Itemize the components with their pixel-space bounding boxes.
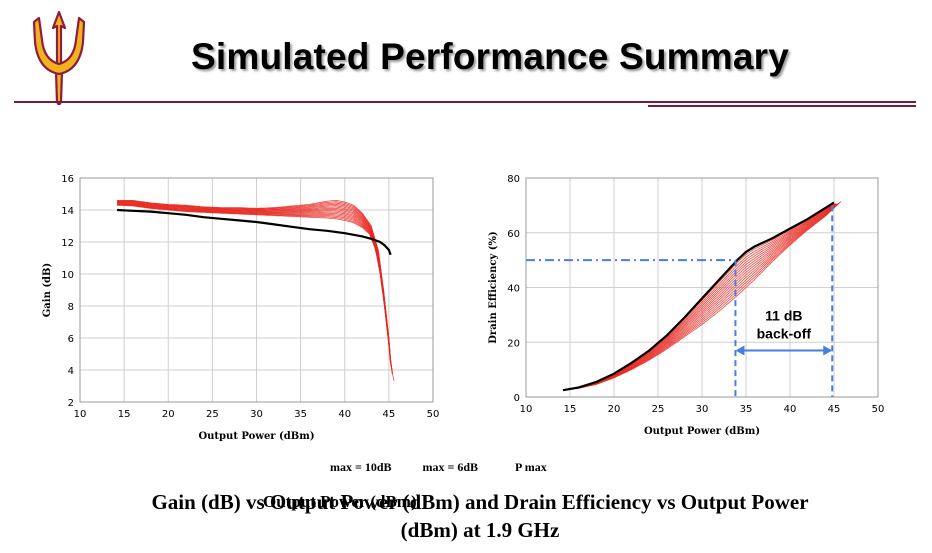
x-tick-label: 45: [828, 404, 841, 415]
x-tick-label: 15: [564, 404, 577, 415]
sweep-curve: [117, 204, 391, 364]
y-tick-label: 8: [68, 302, 74, 313]
backoff-annotation: 11 dB back-off: [526, 205, 834, 397]
pitchfork-logo: [32, 10, 86, 105]
y-tick-label: 4: [68, 366, 74, 377]
x-tick-label: 40: [338, 409, 351, 420]
y-tick-label: 20: [507, 338, 520, 349]
arrowhead-left-icon: [735, 345, 745, 356]
y-tick-label: 10: [61, 270, 74, 281]
gain-chart: 10 15 20 25 30 35 40 45 50 2 4 6 8 10 12 14 16 Output Pow…: [42, 174, 440, 442]
x-tick-label: 20: [162, 409, 175, 420]
sweep-curve: [117, 203, 391, 364]
backoff-label-line-1: 11 dB: [765, 307, 802, 323]
sweep-curve: [117, 203, 391, 363]
y-tick-label: 40: [507, 284, 520, 295]
efficiency-chart: 10 15 20 25 30 35 40 45 50 0 20 40 60 80 Output Power …: [488, 174, 885, 437]
x-axis-label: Output Power (dBm): [644, 426, 760, 437]
x-tick-label: 30: [250, 409, 263, 420]
sweep-curve: [117, 203, 393, 374]
page-title: Simulated Performance Summary: [190, 36, 790, 77]
sweep-curve: [117, 204, 391, 365]
x-tick-label: 45: [383, 409, 396, 420]
caption-line-2: (dBm) at 1.9 GHz: [400, 518, 560, 542]
main-trace: [117, 208, 392, 256]
y-tick-label: 60: [507, 229, 520, 240]
sweep-curve: [562, 203, 836, 391]
x-tick-label: 10: [74, 409, 87, 420]
y-axis-label: Gain (dB): [42, 263, 53, 317]
arrowhead-right-icon: [823, 345, 833, 356]
x-tick-label: 40: [784, 404, 797, 415]
x-tick-label: 50: [427, 409, 440, 420]
y-tick-label: 16: [61, 174, 74, 185]
x-tick-label: 20: [608, 404, 621, 415]
x-tick-label: 35: [740, 404, 753, 415]
title-rule-accent: [648, 105, 916, 107]
caption-line-1: Gain (dB) vs Output Power (dBm) and Drai…: [151, 490, 809, 514]
caption-ghost-text: max = 10dB max = 6dB P max: [330, 460, 547, 475]
caption-ghost-text-2: Output Power (dBm): [263, 492, 417, 511]
x-tick-label: 30: [696, 404, 709, 415]
plot-frame: [525, 177, 879, 398]
y-tick-label: 80: [507, 174, 520, 185]
y-tick-label: 6: [68, 334, 74, 345]
sweep-curve: [117, 202, 393, 374]
sweep-curve: [562, 203, 835, 391]
title-rule: [14, 101, 916, 103]
x-tick-label: 25: [652, 404, 665, 415]
sweep-curve: [117, 202, 393, 374]
sweep-curve: [117, 199, 395, 382]
x-tick-label: 50: [872, 404, 885, 415]
y-tick-label: 0: [514, 393, 520, 404]
y-tick-label: 12: [61, 238, 74, 249]
x-tick-label: 15: [118, 409, 131, 420]
sweep-curve: [117, 200, 393, 374]
y-tick-label: 2: [68, 398, 74, 409]
figure-caption: Gain (dB) vs Output Power (dBm) and Drai…: [80, 488, 880, 544]
x-tick-label: 35: [294, 409, 307, 420]
sweep-curve: [117, 204, 391, 364]
x-tick-label: 10: [520, 404, 533, 415]
main-trace: [562, 201, 835, 392]
sweep-curve: [117, 201, 393, 374]
sweep-curve: [117, 202, 393, 374]
x-axis-label: Output Power (dBm): [198, 431, 314, 442]
sweep-curve: [117, 201, 393, 374]
ghost-fragment-2: max = 6dB: [422, 460, 479, 474]
sweep-curves: [117, 199, 395, 382]
plot-frame: [79, 177, 434, 403]
x-tick-label: 25: [206, 409, 219, 420]
sweep-curve: [117, 201, 393, 374]
ghost-fragment-1: max = 10dB: [330, 460, 392, 474]
y-axis-label: Drain Efficiency (%): [488, 231, 499, 343]
ghost-fragment-3: P max: [515, 460, 547, 474]
y-tick-label: 14: [61, 206, 74, 217]
sweep-curve: [117, 200, 393, 374]
backoff-label-line-2: back-off: [757, 325, 812, 341]
